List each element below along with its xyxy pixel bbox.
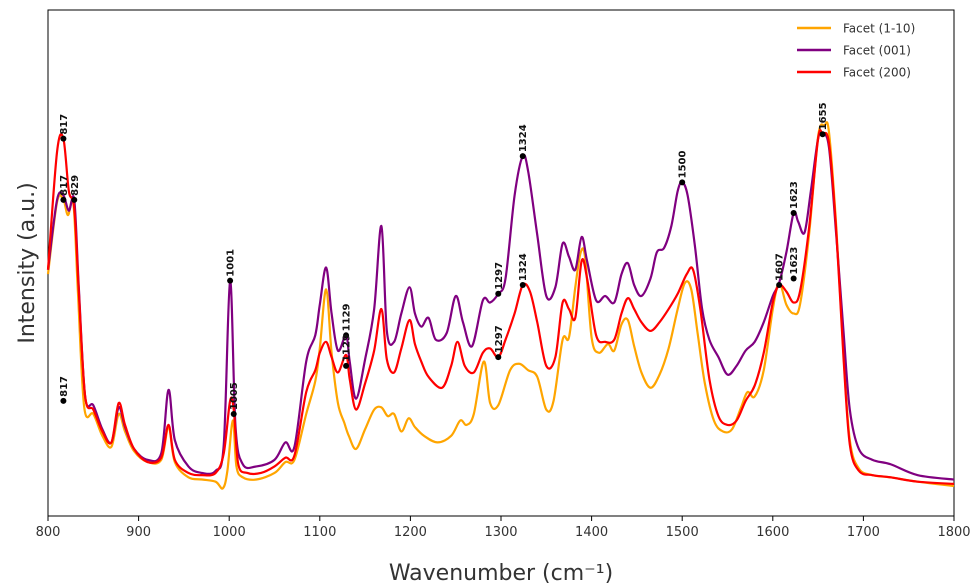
peak-label-7: 1129: [342, 303, 353, 331]
peak-label-9: 1297: [494, 262, 505, 290]
series-line-2: [46, 131, 955, 481]
legend-label-1: Facet (1-10): [843, 22, 915, 36]
peak-marker-15: [790, 209, 797, 216]
peak-label-2: 817: [59, 175, 70, 196]
x-tick-label-1000: 1000: [213, 525, 246, 540]
legend-label-2: Facet (001): [843, 44, 911, 58]
peak-marker-7: [343, 332, 350, 339]
legend: Facet (1-10) Facet (001) Facet (200): [797, 22, 915, 80]
peak-label-17: 1655: [818, 102, 829, 130]
peak-marker-2: [60, 196, 67, 203]
legend-label-3: Facet (200): [843, 66, 911, 80]
x-tick-label-1400: 1400: [575, 525, 608, 540]
peak-label-1: 817: [59, 114, 70, 135]
peak-label-12: 1324: [518, 253, 529, 281]
peak-marker-11: [519, 153, 526, 160]
series-line-1: [46, 121, 955, 490]
peak-marker-14: [776, 282, 783, 289]
peak-label-3: 829: [70, 175, 81, 196]
peak-marker-17: [819, 131, 826, 138]
peak-label-8: 1129: [342, 334, 353, 362]
x-tick-label-900: 900: [126, 525, 151, 540]
peak-marker-10: [495, 354, 502, 361]
x-tick-label-1100: 1100: [303, 525, 336, 540]
peak-marker-1: [60, 135, 67, 142]
peak-label-6: 1005: [229, 382, 240, 410]
y-axis-label: Intensity (a.u.): [15, 182, 40, 343]
x-tick-label-1500: 1500: [666, 525, 699, 540]
peak-marker-4: [60, 397, 67, 404]
peak-marker-13: [679, 179, 686, 186]
peak-label-10: 1297: [494, 325, 505, 353]
x-tick-label-1300: 1300: [484, 525, 517, 540]
peak-marker-8: [343, 362, 350, 369]
peak-marker-9: [495, 290, 502, 297]
x-axis-label: Wavenumber (cm⁻¹): [389, 561, 613, 586]
x-axis-ticks: 800 900 1000 1100 1200 1300 1400 1500 1600 1700 18…: [36, 516, 971, 540]
x-tick-label-1600: 1600: [756, 525, 789, 540]
peak-label-15: 1623: [789, 181, 800, 209]
x-tick-label-1200: 1200: [394, 525, 427, 540]
peak-marker-6: [230, 410, 237, 417]
series-layer: [46, 121, 955, 490]
series-line-3: [46, 129, 955, 485]
peak-marker-3: [71, 196, 78, 203]
x-tick-label-800: 800: [36, 525, 61, 540]
peak-label-4: 817: [59, 376, 70, 397]
peak-marker-16: [790, 275, 797, 282]
peak-label-14: 1607: [775, 253, 786, 281]
peak-label-13: 1500: [678, 150, 689, 178]
peak-marker-5: [227, 277, 234, 284]
peak-label-16: 1623: [789, 247, 800, 275]
x-tick-label-1800: 1800: [937, 525, 970, 540]
peak-marker-12: [519, 282, 526, 289]
peak-label-5: 1001: [226, 249, 237, 277]
x-tick-label-1700: 1700: [847, 525, 880, 540]
peak-label-11: 1324: [518, 124, 529, 152]
